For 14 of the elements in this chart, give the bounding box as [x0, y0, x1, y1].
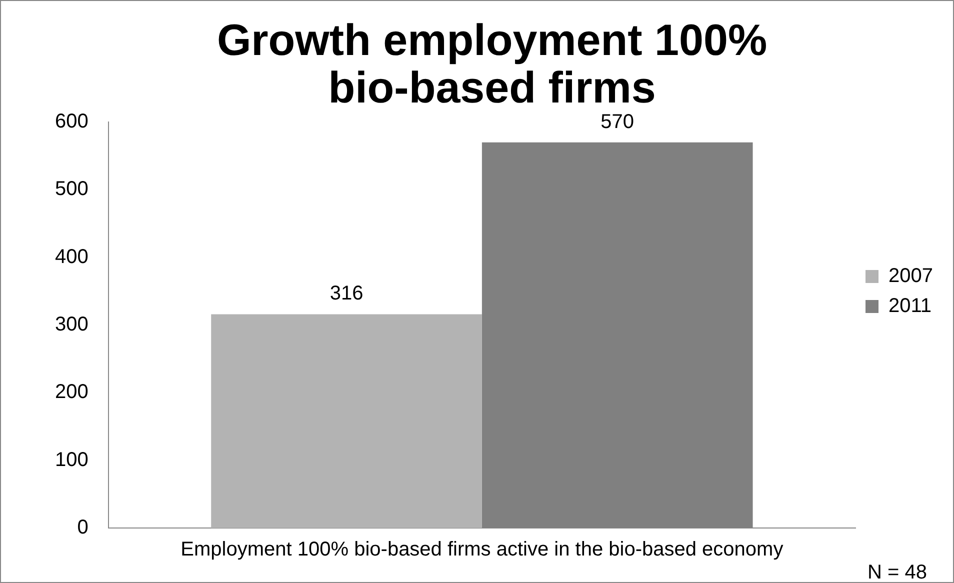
x-tick-label: Employment 100% bio-based firms active in the bio-based economy	[180, 538, 784, 561]
legend-label: 2011	[888, 295, 932, 318]
y-tick-label: 100	[54, 448, 88, 471]
y-tick-label: 400	[54, 246, 88, 268]
y-tick-label: 200	[54, 381, 88, 404]
data-label: 316	[330, 282, 364, 305]
data-label: 570	[600, 110, 634, 133]
y-tick-label: 600	[54, 110, 88, 133]
y-tick-label: 300	[54, 314, 88, 336]
legend-label: 2007	[888, 265, 934, 288]
text: N = 48	[868, 562, 927, 583]
y-tick-label: 0	[77, 516, 88, 539]
y-tick-label: 500	[54, 178, 88, 200]
chart-title: Growth employment 100% bio-based firms	[216, 16, 768, 112]
